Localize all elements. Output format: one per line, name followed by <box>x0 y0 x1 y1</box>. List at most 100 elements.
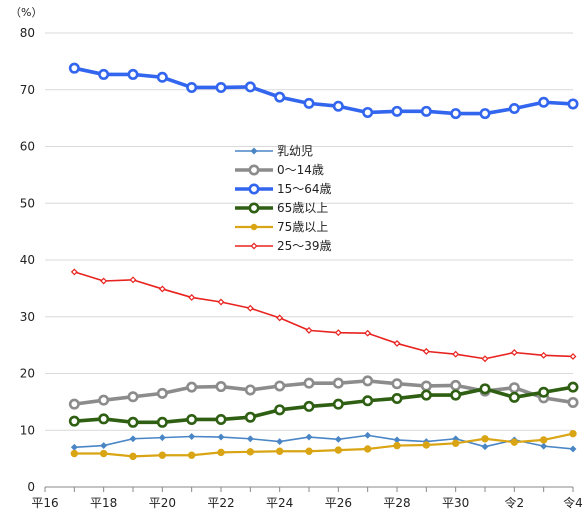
data-point <box>186 381 198 393</box>
x-tick-label: 平26 <box>325 496 352 510</box>
x-tick-label: 令4 <box>563 495 583 510</box>
series-line <box>74 271 574 360</box>
gridlines <box>45 32 573 431</box>
data-point <box>332 398 344 410</box>
data-point <box>156 387 168 399</box>
data-point <box>127 391 139 403</box>
legend-swatch-marker <box>250 223 258 231</box>
data-point <box>158 434 166 442</box>
legend-item: 0～14歳 <box>235 163 324 177</box>
data-point <box>188 433 196 440</box>
x-tick-label: 平28 <box>383 496 410 510</box>
data-point <box>215 413 227 425</box>
data-point <box>129 435 137 443</box>
data-point <box>127 416 139 428</box>
data-point <box>422 441 431 449</box>
legend-item: 乳幼児 <box>235 144 313 158</box>
data-point <box>393 436 401 444</box>
legend-label: 乳幼児 <box>277 144 313 158</box>
data-point <box>481 355 489 363</box>
data-point <box>129 452 137 461</box>
series-line <box>74 385 574 425</box>
data-point <box>246 304 254 312</box>
data-point <box>215 381 227 393</box>
series-2 <box>68 62 579 120</box>
data-point <box>158 451 167 459</box>
data-point <box>393 441 401 450</box>
x-tick-label: 平16 <box>31 496 58 510</box>
data-point <box>244 411 256 423</box>
series-5 <box>70 268 577 363</box>
legend-swatch-marker <box>248 183 260 195</box>
data-point <box>539 436 548 444</box>
series-line <box>74 434 574 450</box>
legend-swatch-marker <box>248 164 260 176</box>
legend-swatch-marker <box>248 202 260 214</box>
data-point <box>481 443 489 451</box>
data-point <box>362 106 374 118</box>
data-point <box>99 449 108 458</box>
data-point <box>274 91 286 103</box>
data-point <box>420 380 432 392</box>
data-point <box>70 268 78 276</box>
series-line <box>74 432 574 458</box>
x-tick-label: 平18 <box>90 496 117 510</box>
data-point <box>510 438 519 446</box>
x-tick-label: 平30 <box>442 496 469 510</box>
series-0 <box>70 431 577 453</box>
data-point <box>217 448 225 457</box>
data-point <box>334 329 342 337</box>
data-point <box>188 294 196 301</box>
data-point <box>303 377 315 389</box>
y-tick-label: 0 <box>27 480 35 494</box>
data-point <box>68 398 80 410</box>
data-point <box>334 435 342 443</box>
data-point <box>129 276 137 284</box>
data-point <box>420 105 432 117</box>
data-point <box>186 81 198 93</box>
data-point <box>98 68 110 80</box>
data-point <box>508 102 520 114</box>
x-tick-label: 平24 <box>266 496 293 510</box>
data-point <box>391 378 403 390</box>
data-point <box>451 439 460 448</box>
data-point <box>450 389 462 401</box>
data-point <box>127 68 139 80</box>
data-point <box>567 396 579 408</box>
y-tick-label: 10 <box>20 423 35 437</box>
data-point <box>567 98 579 110</box>
y-tick-label: 20 <box>20 367 35 381</box>
data-point <box>364 329 372 337</box>
data-point <box>98 394 110 406</box>
data-point <box>334 446 343 454</box>
legend-label: 65歳以上 <box>277 201 328 215</box>
data-point <box>508 391 520 403</box>
data-point <box>68 62 80 74</box>
y-axis-unit-label: （%） <box>10 6 42 19</box>
data-point <box>244 81 256 93</box>
data-point <box>303 400 315 412</box>
y-tick-label: 50 <box>20 196 35 210</box>
data-point <box>479 108 491 120</box>
data-point <box>158 285 166 293</box>
data-point <box>332 377 344 389</box>
data-point <box>217 433 225 441</box>
data-point <box>332 100 344 112</box>
y-tick-label: 80 <box>20 26 35 40</box>
x-tick-label: 平22 <box>207 496 234 510</box>
data-point <box>508 382 520 394</box>
data-point <box>276 438 284 446</box>
data-point <box>68 415 80 427</box>
legend-item: 15～64歳 <box>235 182 332 196</box>
data-point <box>246 448 255 456</box>
data-point <box>362 395 374 407</box>
data-point <box>156 71 168 83</box>
data-point <box>70 449 79 458</box>
data-point <box>100 277 108 285</box>
data-point <box>569 353 577 360</box>
data-point <box>275 447 284 455</box>
legend: 乳幼児 0～14歳 15～64歳 65歳以上 75歳以上 25～39歳 <box>235 144 332 253</box>
data-point <box>100 442 108 450</box>
data-point <box>274 380 286 392</box>
